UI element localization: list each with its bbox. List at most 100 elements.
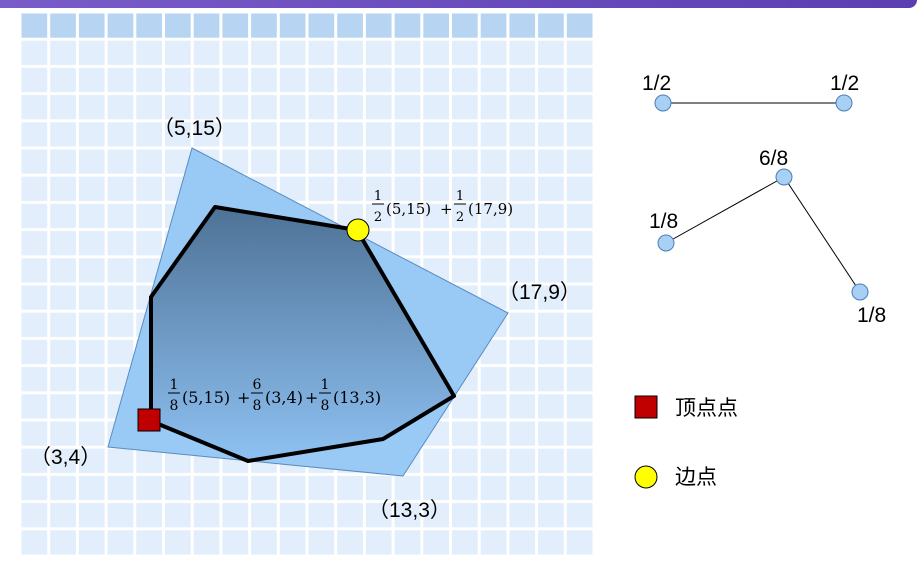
vertex-weight-graph: 6/8 1/8 1/8 (649, 147, 886, 327)
grid-cell (566, 530, 593, 555)
grid-cell (193, 122, 220, 147)
grid-cell (423, 67, 449, 93)
grid-cell (50, 258, 76, 283)
grid-cell (21, 367, 48, 392)
grid-cell (21, 312, 48, 337)
grid-cell (566, 40, 593, 65)
grid-cell (21, 203, 48, 229)
grid-cell (251, 95, 277, 120)
grid-cell (480, 421, 507, 446)
grid-cell (50, 394, 76, 419)
grid-cell (566, 122, 593, 147)
grid-cell (50, 367, 76, 392)
grid-cell (538, 339, 564, 365)
grid-cell (165, 95, 191, 120)
grid-cell (222, 530, 249, 555)
grid-cell (480, 67, 507, 93)
grid-cell (107, 530, 134, 555)
grid-cell (21, 122, 48, 147)
grid-cell (509, 394, 536, 419)
grid-cell (337, 176, 363, 201)
grid-cell (423, 176, 449, 201)
grid-cell (50, 530, 76, 555)
grid-cell (107, 13, 134, 38)
grid-cell (509, 503, 536, 528)
grid-cell (538, 367, 564, 392)
grid-cell (566, 394, 593, 419)
grid-cell (509, 530, 536, 555)
grid-cell (538, 503, 564, 528)
grid-cell (107, 231, 134, 256)
grid-cell (50, 203, 76, 229)
grid-cell (222, 503, 249, 528)
grid-cell (107, 203, 134, 229)
grid-cell (279, 95, 306, 120)
grid-cell (78, 475, 105, 501)
grid-cell (78, 530, 105, 555)
grid-cell (21, 503, 48, 528)
frac-num: 1 (456, 189, 464, 204)
grid-cell (308, 475, 335, 501)
grid-cell (50, 339, 76, 365)
grid-cell (538, 421, 564, 446)
grid-cell (538, 312, 564, 337)
grid-cell (365, 475, 392, 501)
grid-cell (50, 503, 76, 528)
grid-cell (78, 40, 105, 65)
grid-cell (394, 503, 421, 528)
grid-cell (50, 13, 76, 38)
grid-cell (136, 67, 162, 93)
vertex-label-3-4: （3,4） (30, 446, 101, 469)
grid-cell (308, 176, 335, 201)
grid-cell (394, 13, 421, 38)
edge-weight-graph: 1/2 1/2 (642, 72, 859, 112)
grid-cell (21, 394, 48, 419)
grid-cell (251, 13, 277, 38)
grid-cell (509, 475, 536, 501)
grid-cell (136, 122, 162, 147)
legend-vertex-label: 顶点点 (675, 396, 738, 420)
legend-edge-marker (634, 465, 658, 489)
grid-cell (337, 13, 363, 38)
grid-cell (107, 475, 134, 501)
grid-cell (279, 149, 306, 174)
grid-cell (308, 530, 335, 555)
edge-point-marker (346, 218, 370, 242)
grid-cell (308, 13, 335, 38)
grid-cell (452, 13, 478, 38)
grid-cell (480, 231, 507, 256)
grid-cell (279, 40, 306, 65)
grid-cell (107, 122, 134, 147)
grid-cell (538, 203, 564, 229)
grid-cell (480, 149, 507, 174)
frac-den: 2 (374, 210, 382, 225)
legend: 顶点点 边点 (634, 395, 738, 489)
grid-cell (566, 203, 593, 229)
grid-cell (538, 394, 564, 419)
grid-cell (365, 122, 392, 147)
grid-cell (136, 95, 162, 120)
grid-cell (394, 231, 421, 256)
grid-cell (136, 530, 162, 555)
grid-cell (107, 149, 134, 174)
plus-sign: + (237, 388, 250, 407)
grid-cell (509, 312, 536, 337)
grid-cell (394, 122, 421, 147)
coord-text: (3,4) (265, 388, 303, 407)
frac-num: 1 (374, 189, 382, 204)
grid-cell (337, 67, 363, 93)
vertex-label-17-9: （17,9） (498, 281, 581, 304)
grid-cell (136, 503, 162, 528)
frac-den: 8 (170, 398, 179, 414)
grid-cell (538, 40, 564, 65)
graph-node (657, 234, 675, 252)
grid-cell (193, 530, 220, 555)
grid-cell (107, 67, 134, 93)
grid-cell (423, 231, 449, 256)
grid-cell (165, 530, 191, 555)
coord-text: (5,15) (182, 388, 230, 407)
grid-cell (222, 40, 249, 65)
grid-cell (538, 475, 564, 501)
grid-cell (480, 13, 507, 38)
